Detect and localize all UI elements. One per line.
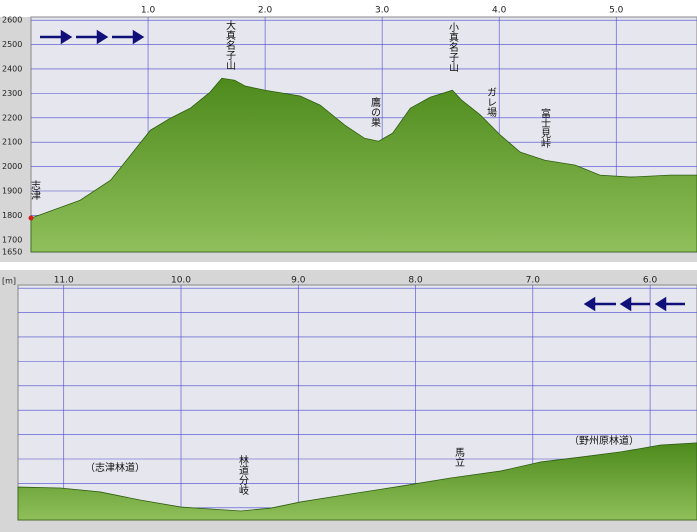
x-tick-label: 10.0 bbox=[171, 276, 191, 286]
y-unit: [m] bbox=[2, 277, 16, 286]
direction-arrows bbox=[40, 29, 685, 312]
separator bbox=[0, 262, 697, 270]
annotation: 大真名子山 bbox=[224, 19, 236, 70]
annotation: 富士見峠 bbox=[539, 107, 551, 149]
y-tick-label: 2600 bbox=[2, 16, 22, 25]
annotation: 小真名子山 bbox=[447, 22, 459, 72]
y-tick-label: 1700 bbox=[2, 235, 22, 244]
x-tick-label: 9.0 bbox=[291, 276, 306, 286]
y-tick-label: 2500 bbox=[2, 40, 22, 49]
y-tick-label: 1900 bbox=[2, 186, 22, 195]
x-tick-label: 6.0 bbox=[643, 276, 658, 286]
annotation: （志津林道） bbox=[85, 461, 145, 474]
y-tick-label: 1800 bbox=[2, 211, 22, 220]
y-tick-label: 2400 bbox=[2, 64, 22, 73]
x-tick-label: 5.0 bbox=[609, 6, 624, 16]
annotation: 林道分岐 bbox=[237, 454, 249, 496]
top-header bbox=[0, 0, 697, 17]
y-tick-label: 2200 bbox=[2, 113, 22, 122]
y-tick-label: 1650 bbox=[2, 248, 22, 257]
x-tick-label: 11.0 bbox=[54, 276, 74, 286]
x-tick-label: 4.0 bbox=[492, 6, 507, 16]
y-tick-label: 2000 bbox=[2, 162, 22, 171]
y-tick-label: 2300 bbox=[2, 89, 22, 98]
annotation: 鷹の巣 bbox=[369, 96, 381, 128]
annotation: ガレ場 bbox=[485, 87, 497, 118]
y-tick-label: 2100 bbox=[2, 138, 22, 147]
x-tick-label: 1.0 bbox=[141, 6, 156, 16]
annotation: 馬立 bbox=[453, 447, 465, 467]
x-tick-label: 3.0 bbox=[375, 6, 390, 16]
start-marker bbox=[28, 215, 34, 221]
elevation-area bbox=[30, 77, 697, 253]
annotation: 志津 bbox=[29, 179, 41, 201]
x-tick-label: 2.0 bbox=[258, 6, 273, 16]
annotation: （野州原林道） bbox=[569, 434, 639, 447]
elevation-area bbox=[17, 442, 697, 521]
x-tick-label: 8.0 bbox=[408, 276, 423, 286]
x-tick-label: 7.0 bbox=[526, 276, 541, 286]
